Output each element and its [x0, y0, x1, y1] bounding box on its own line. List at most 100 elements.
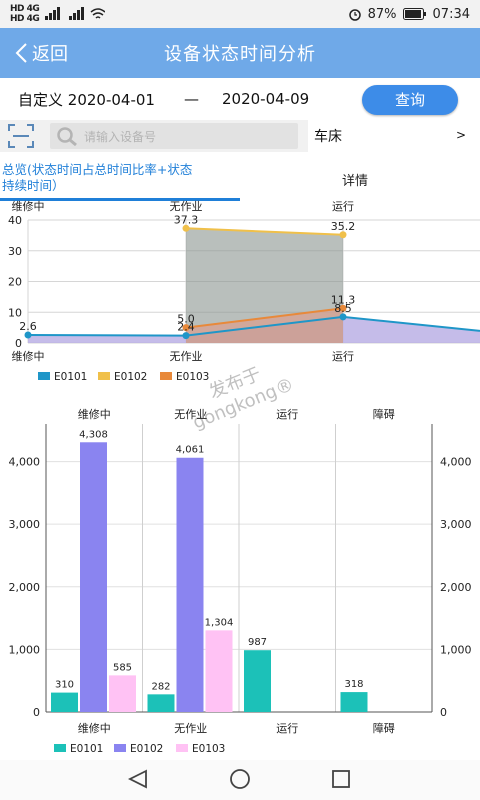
- tab-overview-line2: 持续时间）: [2, 178, 65, 193]
- data-label: 2.6: [19, 320, 37, 333]
- y-tick-label: 0: [15, 337, 22, 350]
- start-date-value: 2020-04-01: [67, 90, 155, 109]
- legend-label: E0101: [70, 743, 103, 755]
- y-tick-label-right: 2,000: [440, 581, 472, 594]
- start-date-field[interactable]: 自定义 2020-04-01: [18, 89, 155, 110]
- tab-active-indicator: [0, 198, 240, 201]
- y-tick-label-left: 0: [33, 706, 40, 719]
- chevron-left-icon: [15, 43, 27, 63]
- alarm-icon: [348, 9, 361, 21]
- y-tick-label-right: 0: [440, 706, 447, 719]
- x-label-bottom: 维修中: [78, 721, 111, 735]
- point-E0102: [182, 224, 190, 232]
- system-nav-bar: [0, 760, 480, 800]
- x-label-top: 障碍: [373, 407, 395, 421]
- bar-E0102: [176, 457, 204, 712]
- legend-label: E0103: [176, 371, 209, 383]
- end-date-field[interactable]: 2020-04-09: [222, 90, 310, 108]
- data-label: 37.3: [174, 213, 199, 226]
- bar-label: 310: [55, 680, 74, 691]
- point-E0101: [182, 332, 190, 340]
- machine-type-select[interactable]: 车床 >: [308, 120, 480, 152]
- y-tick-label: 40: [8, 214, 22, 227]
- nav-recents-icon[interactable]: [332, 770, 350, 788]
- machine-type-value: 车床: [314, 129, 342, 145]
- battery-percent: 87%: [367, 6, 397, 22]
- x-label-bottom: 无作业: [170, 350, 203, 363]
- bar-E0103: [109, 675, 136, 712]
- data-label: 35.2: [331, 220, 356, 233]
- line-E0101: [27, 315, 480, 337]
- status-bar: HD 4G HD 4G 87% 07:34: [0, 0, 480, 28]
- bar-E0101: [147, 694, 175, 712]
- x-label-bottom: 运行: [276, 722, 298, 735]
- signal-indicators: HD 4G HD 4G: [10, 4, 40, 24]
- tab-detail[interactable]: 详情: [342, 174, 369, 189]
- back-button[interactable]: 返回: [14, 40, 68, 66]
- x-label-bottom: 维修中: [12, 349, 45, 363]
- bar-E0101: [340, 692, 368, 712]
- y-tick-label: 10: [8, 306, 22, 319]
- point-E0103: [182, 324, 190, 332]
- bar-label: 4,308: [79, 429, 108, 440]
- search-input[interactable]: 请输入设备号: [50, 123, 298, 149]
- bar-label: 1,304: [205, 617, 234, 628]
- bar-label: 987: [248, 637, 267, 648]
- query-button[interactable]: 查询: [362, 85, 458, 115]
- y-tick-label-left: 3,000: [9, 518, 41, 531]
- line-E0103: [185, 307, 344, 329]
- y-tick-label-left: 4,000: [9, 456, 41, 469]
- scan-icon[interactable]: [8, 124, 34, 148]
- data-label: 5.0: [177, 313, 195, 326]
- x-label-bottom: 无作业: [174, 722, 207, 735]
- bar-label: 318: [344, 679, 363, 690]
- battery-icon: [402, 8, 426, 20]
- title-bar: 返回 设备状态时间分析: [0, 28, 480, 78]
- y-tick-label: 20: [8, 276, 22, 289]
- x-label-top: 无作业: [174, 408, 207, 421]
- y-tick-label-left: 2,000: [9, 581, 41, 594]
- nav-back-icon[interactable]: [127, 769, 147, 789]
- bar-label: 282: [151, 681, 170, 692]
- point-E0101: [24, 331, 32, 339]
- chevron-right-icon: >: [455, 128, 466, 142]
- point-E0103: [339, 304, 347, 312]
- data-label: 11.3: [331, 293, 356, 306]
- clock: 07:34: [432, 6, 470, 22]
- nav-home-icon[interactable]: [230, 769, 250, 789]
- x-label-top: 维修中: [78, 407, 111, 421]
- point-E0102: [339, 231, 347, 239]
- legend-swatch: [98, 372, 110, 380]
- signal-bars-icon: [45, 7, 106, 20]
- bar-label: 585: [113, 662, 132, 673]
- x-label-top: 维修中: [12, 199, 45, 213]
- bar-E0101: [244, 650, 271, 712]
- legend-label: E0103: [192, 743, 225, 755]
- date-mode-label: 自定义: [18, 90, 64, 109]
- y-tick-label-left: 1,000: [9, 643, 41, 656]
- date-separator: —: [184, 90, 199, 108]
- y-tick-label: 30: [8, 245, 22, 258]
- tab-bar: 总览(状态时间占总时间比率+状态 持续时间） 详情: [0, 156, 480, 204]
- legend-label: E0101: [54, 371, 87, 383]
- legend-swatch: [38, 372, 50, 380]
- page-title: 设备状态时间分析: [164, 44, 316, 65]
- tab-overview-line1: 总览(状态时间占总时间比率+状态: [2, 162, 193, 177]
- signal-2-icon: HD 4G: [10, 14, 40, 24]
- y-tick-label-right: 1,000: [440, 643, 472, 656]
- bar-E0102: [80, 442, 107, 712]
- search-bar: 请输入设备号 车床 >: [0, 120, 480, 152]
- point-E0101: [339, 313, 347, 321]
- legend-swatch: [176, 744, 188, 752]
- back-label: 返回: [32, 44, 68, 65]
- tab-overview[interactable]: 总览(状态时间占总时间比率+状态 持续时间）: [0, 162, 240, 194]
- legend-swatch: [160, 372, 172, 380]
- data-label: 8.5: [334, 302, 352, 315]
- bar-E0101: [51, 692, 78, 712]
- line-E0102: [185, 227, 344, 236]
- date-filter: 自定义 2020-04-01 — 2020-04-09 查询: [0, 78, 480, 120]
- x-label-top: 运行: [332, 200, 354, 213]
- y-tick-label-right: 4,000: [440, 456, 472, 469]
